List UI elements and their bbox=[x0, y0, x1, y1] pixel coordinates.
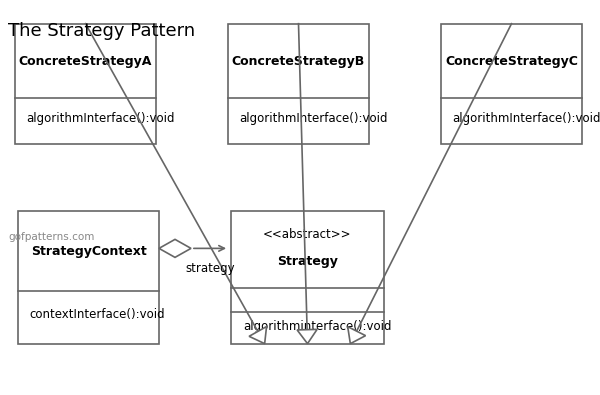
Bar bbox=[15, 24, 156, 144]
Text: Strategy: Strategy bbox=[277, 255, 338, 268]
Text: ConcreteStrategyB: ConcreteStrategyB bbox=[232, 55, 365, 68]
Text: StrategyContext: StrategyContext bbox=[31, 245, 146, 258]
Polygon shape bbox=[297, 329, 317, 344]
Text: strategy: strategy bbox=[185, 262, 235, 275]
Bar bbox=[228, 24, 369, 144]
Text: ConcreteStrategyC: ConcreteStrategyC bbox=[445, 55, 578, 68]
Text: gofpatterns.com: gofpatterns.com bbox=[8, 232, 94, 242]
Text: ConcreteStrategyA: ConcreteStrategyA bbox=[19, 55, 152, 68]
Polygon shape bbox=[348, 327, 365, 344]
Polygon shape bbox=[249, 327, 266, 344]
Polygon shape bbox=[159, 239, 191, 258]
Text: The Strategy Pattern: The Strategy Pattern bbox=[8, 22, 195, 40]
Bar bbox=[231, 211, 384, 344]
Bar bbox=[18, 211, 159, 344]
Text: <<abstract>>: <<abstract>> bbox=[263, 228, 352, 241]
Text: algorithmInterface():void: algorithmInterface():void bbox=[452, 113, 600, 126]
Text: algorithminterface():void: algorithminterface():void bbox=[243, 320, 392, 333]
Bar bbox=[441, 24, 582, 144]
Text: contextInterface():void: contextInterface():void bbox=[29, 308, 165, 321]
Text: algorithmInterface():void: algorithmInterface():void bbox=[26, 113, 175, 126]
Text: algorithmInterface():void: algorithmInterface():void bbox=[239, 113, 388, 126]
